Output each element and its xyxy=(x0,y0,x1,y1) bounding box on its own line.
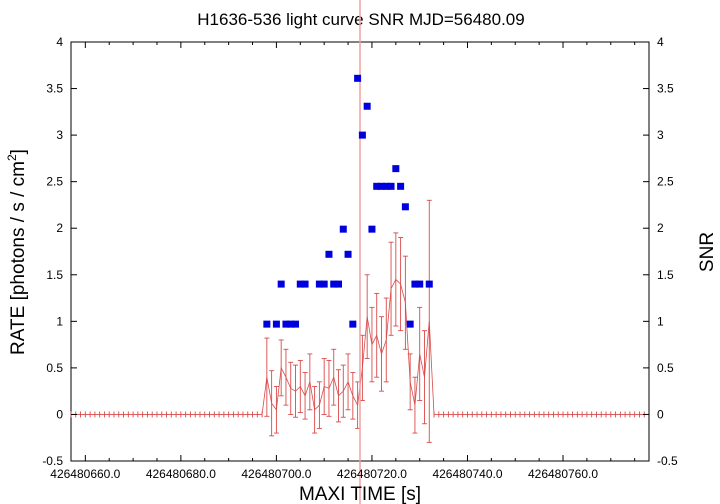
y-tick-label-left: 1.5 xyxy=(46,268,63,282)
y-axis-label-left: RATE [photons / s / cm2] xyxy=(5,149,29,355)
snr-point xyxy=(301,280,309,288)
x-tick-label: 426480660.0 xyxy=(50,467,120,481)
y-tick-label-right: 2 xyxy=(657,221,664,235)
rate-series xyxy=(70,199,645,443)
y-tick-label-right: 3.5 xyxy=(657,82,674,96)
snr-point xyxy=(373,182,381,190)
snr-point xyxy=(296,280,304,288)
snr-point xyxy=(263,320,271,328)
y-tick-label-left: 2 xyxy=(56,221,63,235)
y-tick-label-left: 4 xyxy=(56,35,63,49)
x-tick-label: 426480760.0 xyxy=(528,467,598,481)
snr-point xyxy=(406,320,414,328)
y-tick-label-right: -0.5 xyxy=(657,454,678,468)
y-tick-label-right: 1.5 xyxy=(657,268,674,282)
snr-point xyxy=(320,280,328,288)
x-tick-label: 426480740.0 xyxy=(432,467,502,481)
snr-point xyxy=(287,320,295,328)
snr-point xyxy=(325,250,333,258)
y-tick-label-left: 0 xyxy=(56,407,63,421)
snr-point xyxy=(277,280,285,288)
snr-point xyxy=(411,280,419,288)
x-tick-label: 426480680.0 xyxy=(146,467,216,481)
y-tick-label-right: 3 xyxy=(657,128,664,142)
snr-point xyxy=(349,320,357,328)
y-tick-label-left: 2.5 xyxy=(46,175,63,189)
snr-point xyxy=(315,280,323,288)
snr-point xyxy=(344,250,352,258)
y-tick-label-right: 4 xyxy=(657,35,664,49)
snr-point xyxy=(282,320,290,328)
snr-point xyxy=(330,280,338,288)
y-tick-label-left: 1 xyxy=(56,314,63,328)
snr-point xyxy=(382,182,390,190)
y-tick-label-left: 3 xyxy=(56,128,63,142)
y-tick-label-right: 0 xyxy=(657,407,664,421)
snr-point xyxy=(358,131,366,139)
y-tick-label-right: 2.5 xyxy=(657,175,674,189)
snr-point xyxy=(401,203,409,211)
y-tick-label-left: 3.5 xyxy=(46,82,63,96)
y-tick-label-left: 0.5 xyxy=(46,361,63,375)
y-axis-label-left-close: ] xyxy=(8,149,29,154)
y-tick-label-right: 1 xyxy=(657,314,664,328)
y-axis-label-left-superscript: 2 xyxy=(5,154,19,161)
chart-title: H1636-536 light curve SNR MJD=56480.09 xyxy=(197,10,524,29)
axis-ticks: -0.5 -0.5 0 0 0.5 0.5 1 1 1.5 1.5 2 2 2.5 2.5 3 3 3.5 3.5… xyxy=(42,35,678,481)
snr-point xyxy=(354,74,362,82)
x-tick-label: 426480700.0 xyxy=(241,467,311,481)
y-axis-label-right: SNR xyxy=(697,232,718,272)
x-axis-label: MAXI TIME [s] xyxy=(299,484,421,504)
snr-point xyxy=(387,182,395,190)
snr-series xyxy=(263,74,433,328)
snr-point xyxy=(363,102,371,110)
snr-point xyxy=(339,225,347,233)
snr-point xyxy=(292,320,300,328)
snr-point xyxy=(392,165,400,173)
snr-point xyxy=(377,182,385,190)
snr-point xyxy=(368,225,376,233)
y-axis-label-left-main: RATE [photons / s / cm xyxy=(8,161,29,355)
snr-point xyxy=(397,182,405,190)
y-tick-label-left: -0.5 xyxy=(42,454,63,468)
snr-point xyxy=(425,280,433,288)
snr-point xyxy=(335,280,343,288)
y-tick-label-right: 0.5 xyxy=(657,361,674,375)
snr-point xyxy=(272,320,280,328)
x-tick-label: 426480720.0 xyxy=(337,467,407,481)
snr-point xyxy=(416,280,424,288)
